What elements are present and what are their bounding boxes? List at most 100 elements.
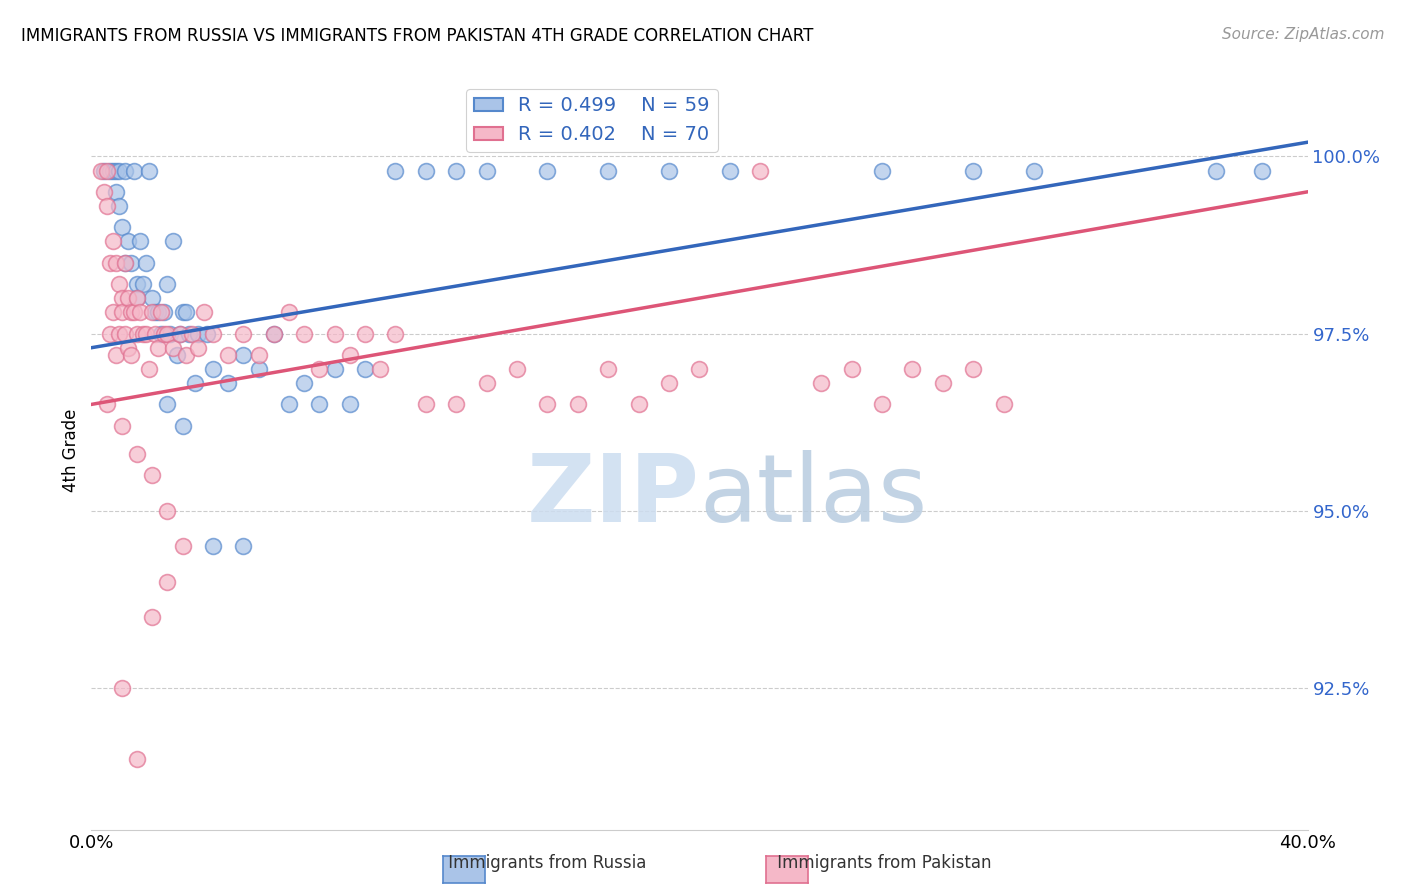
- Point: [117, 341, 139, 355]
- Point: [1022, 163, 1045, 178]
- Point: [174, 348, 197, 362]
- Point: [993, 397, 1015, 411]
- Point: [111, 418, 134, 433]
- Point: [162, 235, 184, 249]
- Point: [174, 305, 197, 319]
- Text: atlas: atlas: [699, 450, 928, 542]
- Point: [141, 610, 163, 624]
- Point: [101, 305, 124, 319]
- Legend: R = 0.499    N = 59, R = 0.402    N = 70: R = 0.499 N = 59, R = 0.402 N = 70: [465, 88, 717, 152]
- Point: [138, 163, 160, 178]
- Point: [172, 305, 194, 319]
- Point: [169, 326, 191, 341]
- Point: [156, 326, 179, 341]
- Point: [96, 163, 118, 178]
- Point: [93, 163, 115, 178]
- Point: [98, 255, 121, 269]
- Point: [98, 326, 121, 341]
- Point: [111, 681, 134, 695]
- Point: [217, 348, 239, 362]
- Point: [125, 291, 148, 305]
- Point: [125, 277, 148, 291]
- Point: [111, 305, 134, 319]
- Point: [104, 163, 127, 178]
- Point: [263, 326, 285, 341]
- Point: [195, 326, 218, 341]
- Point: [536, 163, 558, 178]
- Point: [962, 163, 984, 178]
- Point: [150, 326, 173, 341]
- Point: [135, 326, 157, 341]
- Point: [107, 326, 129, 341]
- Point: [141, 291, 163, 305]
- Point: [202, 539, 225, 553]
- Point: [148, 305, 170, 319]
- Point: [688, 362, 710, 376]
- Point: [141, 305, 163, 319]
- Point: [111, 220, 134, 235]
- Point: [172, 418, 194, 433]
- Text: Source: ZipAtlas.com: Source: ZipAtlas.com: [1222, 27, 1385, 42]
- Point: [627, 397, 650, 411]
- Point: [156, 397, 179, 411]
- Point: [153, 305, 176, 319]
- Point: [89, 163, 111, 178]
- Point: [368, 362, 391, 376]
- Point: [931, 376, 953, 391]
- Point: [101, 235, 124, 249]
- Point: [117, 235, 139, 249]
- Point: [162, 341, 184, 355]
- Point: [184, 376, 207, 391]
- Point: [177, 326, 200, 341]
- Point: [114, 326, 136, 341]
- Text: ZIP: ZIP: [527, 450, 699, 542]
- Point: [444, 163, 467, 178]
- Point: [107, 163, 129, 178]
- Point: [232, 348, 254, 362]
- Point: [114, 255, 136, 269]
- Point: [135, 255, 157, 269]
- Text: Immigrants from Russia: Immigrants from Russia: [422, 855, 647, 872]
- Point: [96, 397, 118, 411]
- Point: [120, 348, 142, 362]
- Point: [475, 163, 498, 178]
- Point: [159, 326, 181, 341]
- Point: [278, 305, 301, 319]
- Point: [962, 362, 984, 376]
- Point: [125, 291, 148, 305]
- Point: [143, 305, 166, 319]
- Point: [156, 574, 179, 589]
- Point: [148, 341, 170, 355]
- Point: [658, 163, 681, 178]
- Point: [247, 362, 270, 376]
- Point: [193, 305, 215, 319]
- Point: [117, 291, 139, 305]
- Point: [166, 348, 188, 362]
- Point: [143, 326, 166, 341]
- Point: [114, 163, 136, 178]
- Point: [718, 163, 741, 178]
- Point: [263, 326, 285, 341]
- Point: [202, 326, 225, 341]
- Point: [120, 255, 142, 269]
- Point: [132, 277, 155, 291]
- Point: [278, 397, 301, 411]
- Point: [125, 752, 148, 766]
- Point: [841, 362, 863, 376]
- Point: [104, 255, 127, 269]
- Point: [232, 326, 254, 341]
- Y-axis label: 4th Grade: 4th Grade: [62, 409, 80, 492]
- Point: [308, 397, 330, 411]
- Point: [384, 163, 406, 178]
- Point: [122, 163, 145, 178]
- Point: [104, 185, 127, 199]
- Text: Immigrants from Pakistan: Immigrants from Pakistan: [751, 855, 993, 872]
- Point: [138, 362, 160, 376]
- Point: [187, 326, 209, 341]
- Point: [308, 362, 330, 376]
- Point: [141, 468, 163, 483]
- Point: [475, 376, 498, 391]
- Point: [129, 235, 152, 249]
- Point: [292, 326, 315, 341]
- Point: [598, 163, 620, 178]
